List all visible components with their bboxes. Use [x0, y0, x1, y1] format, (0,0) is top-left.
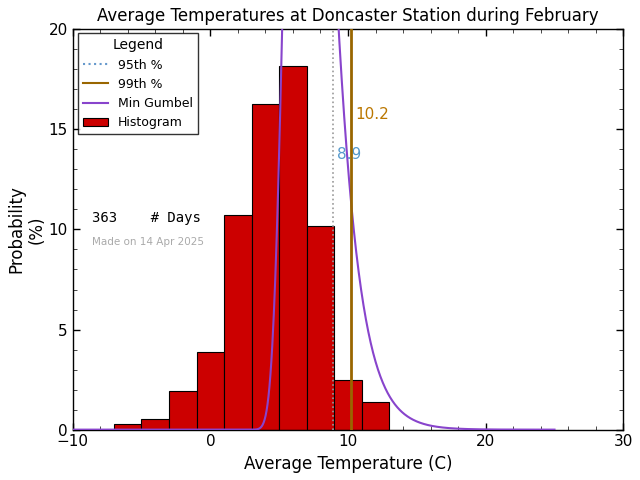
Bar: [334, 380, 362, 430]
Bar: [279, 66, 307, 430]
Legend: 95th %, 99th %, Min Gumbel, Histogram: 95th %, 99th %, Min Gumbel, Histogram: [78, 33, 198, 134]
Bar: [224, 215, 252, 430]
Text: 363    # Days: 363 # Days: [92, 212, 201, 226]
Bar: [141, 419, 169, 430]
Text: Made on 14 Apr 2025: Made on 14 Apr 2025: [92, 238, 204, 248]
Text: 10.2: 10.2: [355, 108, 388, 122]
Bar: [196, 352, 224, 430]
Bar: [307, 226, 334, 430]
Title: Average Temperatures at Doncaster Station during February: Average Temperatures at Doncaster Statio…: [97, 7, 599, 25]
Bar: [252, 104, 279, 430]
Y-axis label: Probability
(%): Probability (%): [7, 186, 45, 274]
Bar: [169, 391, 196, 430]
Bar: [362, 402, 389, 430]
Bar: [114, 424, 141, 430]
X-axis label: Average Temperature (C): Average Temperature (C): [244, 455, 452, 473]
Text: 8.9: 8.9: [337, 147, 361, 162]
